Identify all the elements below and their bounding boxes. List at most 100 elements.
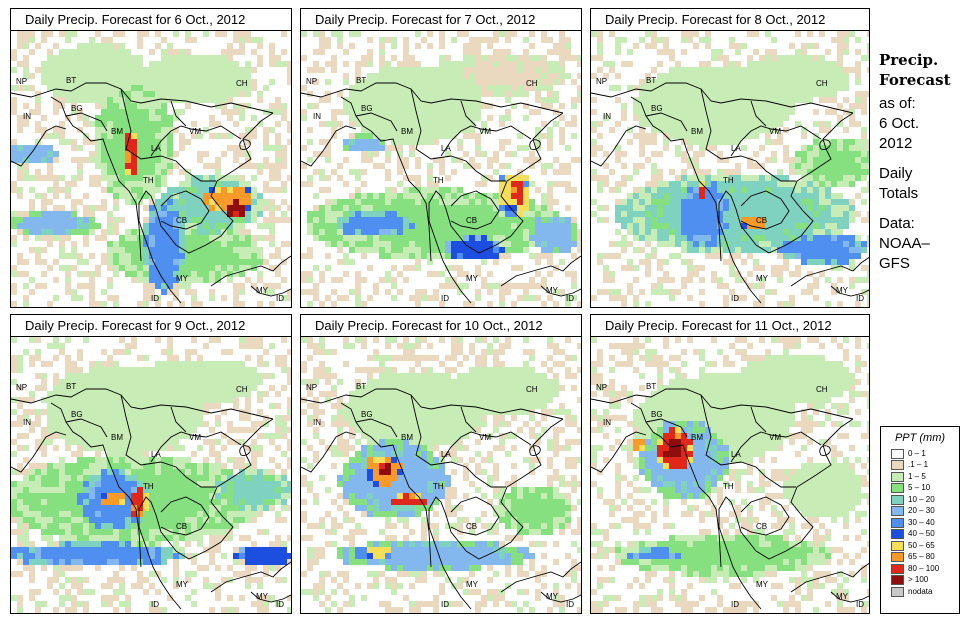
precip-cell — [125, 343, 131, 349]
precip-cell — [83, 157, 89, 163]
precip-cell — [741, 145, 747, 151]
precip-cell — [397, 61, 403, 67]
precip-cell — [319, 211, 325, 217]
precip-cell — [645, 253, 651, 259]
precip-cell — [735, 277, 741, 283]
precip-cell — [41, 205, 47, 211]
precip-cell — [173, 253, 179, 259]
precip-cell — [403, 175, 409, 181]
precip-cell — [131, 415, 137, 421]
precip-cell — [131, 253, 137, 259]
precip-cell — [137, 43, 143, 49]
precip-cell — [475, 247, 481, 253]
precip-cell — [161, 373, 167, 379]
precip-cell — [239, 181, 245, 187]
precip-cell — [463, 49, 469, 55]
precip-cell — [759, 265, 765, 271]
precip-cell — [657, 277, 663, 283]
precip-cell — [777, 55, 783, 61]
precip-cell — [409, 247, 415, 253]
precip-cell — [113, 391, 119, 397]
precip-cell — [89, 421, 95, 427]
precip-cell — [825, 277, 831, 283]
precip-cell — [137, 265, 143, 271]
precip-cell — [505, 151, 511, 157]
precip-cell — [17, 361, 23, 367]
precip-cell — [391, 211, 397, 217]
precip-cell — [77, 43, 83, 49]
precip-cell — [831, 151, 837, 157]
precip-cell — [729, 223, 735, 229]
precip-cell — [71, 247, 77, 253]
precip-cell — [11, 223, 17, 229]
country-label: BM — [401, 127, 413, 136]
precip-cell — [101, 253, 107, 259]
precip-cell — [23, 103, 29, 109]
precip-cell — [765, 127, 771, 133]
precip-cell — [137, 187, 143, 193]
precip-cell — [403, 163, 409, 169]
precip-cell — [173, 463, 179, 469]
precip-cell — [693, 223, 699, 229]
precip-cell — [439, 55, 445, 61]
precip-cell — [197, 79, 203, 85]
precip-cell — [131, 61, 137, 67]
precip-cell — [47, 421, 53, 427]
precip-cell — [107, 133, 113, 139]
precip-cell — [301, 145, 307, 151]
precip-cell — [101, 199, 107, 205]
precip-cell — [487, 217, 493, 223]
precip-cell — [403, 199, 409, 205]
precip-cell — [233, 259, 239, 265]
precip-cell — [759, 127, 765, 133]
precip-cell — [681, 181, 687, 187]
precip-cell — [331, 127, 337, 133]
precip-cell — [771, 85, 777, 91]
precip-cell — [215, 397, 221, 403]
precip-cell — [349, 139, 355, 145]
precip-cell — [535, 127, 541, 133]
precip-cell — [493, 61, 499, 67]
precip-cell — [645, 205, 651, 211]
precip-cell — [131, 367, 137, 373]
precip-cell — [287, 61, 291, 67]
precip-cell — [669, 55, 675, 61]
precip-cell — [29, 427, 35, 433]
precip-cell — [499, 139, 505, 145]
precip-cell — [35, 463, 41, 469]
precip-cell — [547, 79, 553, 85]
precip-cell — [807, 55, 813, 61]
precip-cell — [361, 133, 367, 139]
precip-cell — [463, 211, 469, 217]
precip-cell — [463, 229, 469, 235]
precip-cell — [71, 385, 77, 391]
precip-cell — [819, 145, 825, 151]
precip-cell — [747, 211, 753, 217]
precip-cell — [385, 79, 391, 85]
precip-cell — [765, 139, 771, 145]
precip-cell — [669, 103, 675, 109]
precip-cell — [191, 277, 197, 283]
precip-cell — [553, 235, 559, 241]
precip-cell — [675, 217, 681, 223]
precip-cell — [263, 205, 269, 211]
precip-cell — [137, 151, 143, 157]
precip-cell — [559, 37, 565, 43]
precip-cell — [95, 67, 101, 73]
precip-cell — [463, 115, 469, 121]
precip-cell — [475, 265, 481, 271]
precip-cell — [801, 175, 807, 181]
precip-cell — [597, 67, 603, 73]
precip-cell — [215, 61, 221, 67]
precip-cell — [173, 91, 179, 97]
precip-cell — [669, 235, 675, 241]
precip-cell — [651, 103, 657, 109]
precip-cell — [53, 55, 59, 61]
precip-cell — [711, 187, 717, 193]
precip-cell — [505, 253, 511, 259]
precip-cell — [547, 67, 553, 73]
precip-cell — [65, 283, 71, 289]
precip-cell — [59, 469, 65, 475]
precip-cell — [227, 145, 233, 151]
